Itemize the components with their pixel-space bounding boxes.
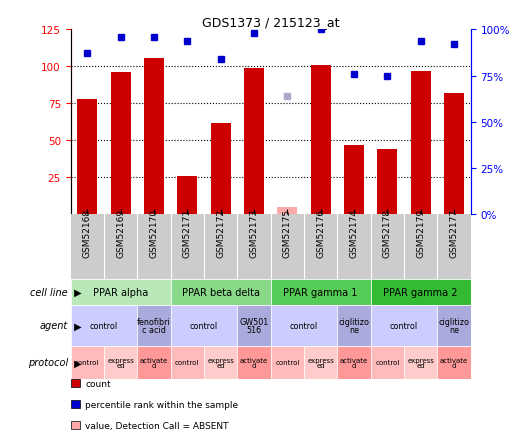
Bar	[271, 279, 371, 306]
Text: fenofibri
c acid: fenofibri c acid	[137, 317, 171, 335]
Text: ciglitizo
ne: ciglitizo ne	[338, 317, 370, 335]
Text: control: control	[175, 360, 199, 365]
Text: express
ed: express ed	[307, 357, 334, 368]
Bar	[371, 306, 437, 346]
Bar	[71, 279, 170, 306]
Bar	[104, 346, 137, 379]
Bar	[71, 346, 104, 379]
Bar	[271, 346, 304, 379]
Bar	[170, 346, 204, 379]
Bar	[177, 177, 197, 215]
Text: cell line: cell line	[30, 287, 68, 297]
Bar	[77, 100, 97, 215]
Bar	[444, 94, 464, 215]
Text: agent: agent	[40, 321, 68, 331]
Bar	[137, 306, 170, 346]
Bar	[204, 346, 237, 379]
Text: activate
d: activate d	[240, 357, 268, 368]
Text: express
ed: express ed	[207, 357, 234, 368]
Bar	[277, 207, 297, 215]
Text: control: control	[90, 321, 118, 330]
Text: activate
d: activate d	[440, 357, 468, 368]
Text: control: control	[75, 360, 99, 365]
Text: ▶: ▶	[71, 358, 81, 368]
Bar	[244, 69, 264, 215]
Text: PPAR gamma 2: PPAR gamma 2	[383, 287, 458, 297]
Bar	[337, 306, 371, 346]
Bar	[437, 346, 471, 379]
Bar	[170, 279, 270, 306]
Text: express
ed: express ed	[107, 357, 134, 368]
Text: protocol: protocol	[28, 358, 68, 368]
Text: control: control	[290, 321, 318, 330]
Bar	[311, 66, 331, 215]
Text: percentile rank within the sample: percentile rank within the sample	[85, 400, 238, 409]
Text: control: control	[190, 321, 218, 330]
Text: ▶: ▶	[71, 287, 81, 297]
Bar	[437, 306, 471, 346]
Text: PPAR alpha: PPAR alpha	[93, 287, 148, 297]
Bar	[344, 145, 364, 215]
Bar	[144, 59, 164, 215]
Text: PPAR beta delta: PPAR beta delta	[181, 287, 259, 297]
Bar	[237, 306, 271, 346]
Text: express
ed: express ed	[407, 357, 434, 368]
Text: ciglitizo
ne: ciglitizo ne	[438, 317, 470, 335]
Bar	[371, 346, 404, 379]
Text: GW501
516: GW501 516	[240, 317, 269, 335]
Bar	[304, 346, 337, 379]
Bar	[377, 150, 397, 215]
Bar	[371, 279, 471, 306]
Bar	[110, 73, 131, 215]
Text: value, Detection Call = ABSENT: value, Detection Call = ABSENT	[85, 421, 229, 430]
Bar	[411, 72, 430, 215]
Bar	[404, 346, 437, 379]
Text: control: control	[275, 360, 300, 365]
Bar	[337, 346, 371, 379]
Bar	[237, 346, 271, 379]
Title: GDS1373 / 215123_at: GDS1373 / 215123_at	[202, 16, 339, 29]
Bar	[271, 306, 337, 346]
Text: count: count	[85, 379, 111, 388]
Text: ▶: ▶	[71, 321, 81, 331]
Bar	[170, 306, 237, 346]
Bar	[137, 346, 170, 379]
Bar	[211, 123, 231, 215]
Text: activate
d: activate d	[340, 357, 368, 368]
Text: PPAR gamma 1: PPAR gamma 1	[283, 287, 358, 297]
Text: control: control	[390, 321, 418, 330]
Bar	[71, 306, 137, 346]
Text: control: control	[375, 360, 400, 365]
Text: activate
d: activate d	[140, 357, 168, 368]
